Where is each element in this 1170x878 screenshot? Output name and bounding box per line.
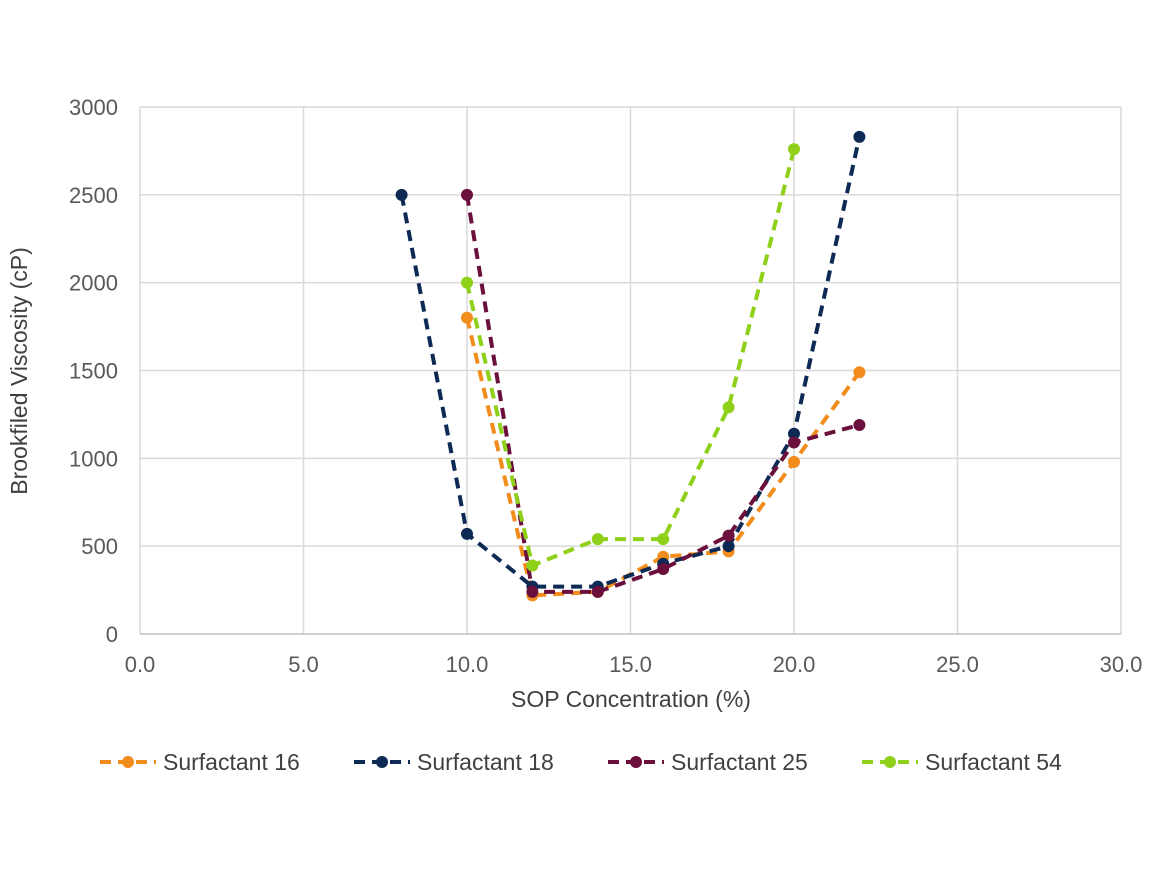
data-point <box>853 418 866 431</box>
y-tick-label: 0 <box>106 622 118 647</box>
series-line <box>399 136 862 589</box>
x-tick-label: 15.0 <box>609 652 652 677</box>
data-point <box>788 455 800 468</box>
y-tick-label: 500 <box>81 534 118 559</box>
data-point <box>591 585 604 598</box>
legend: Surfactant 16 Surfactant 18 Surfactant 25 S… <box>100 749 1062 775</box>
data-point <box>461 527 473 540</box>
legend-label: Surfactant 16 <box>163 749 300 775</box>
data-point <box>395 188 408 201</box>
data-point <box>853 130 866 143</box>
y-tick-label: 1500 <box>69 359 118 384</box>
data-point <box>591 533 604 546</box>
data-point <box>788 436 800 449</box>
data-point <box>657 563 670 576</box>
data-point <box>853 366 866 379</box>
data-point <box>461 311 473 324</box>
y-tick-label: 2000 <box>69 271 118 296</box>
legend-item: Surfactant 16 <box>100 749 300 775</box>
data-point <box>657 533 670 546</box>
legend-label: Surfactant 25 <box>671 749 808 775</box>
legend-label: Surfactant 54 <box>925 749 1062 775</box>
x-tick-label: 0.0 <box>125 652 156 677</box>
data-point <box>526 585 539 598</box>
y-tick-label: 3000 <box>69 95 118 120</box>
x-tick-label: 25.0 <box>936 652 979 677</box>
legend-swatch-marker <box>376 756 388 768</box>
x-tick-label: 30.0 <box>1100 652 1143 677</box>
legend-item: Surfactant 54 <box>862 749 1062 775</box>
series-line <box>465 148 796 568</box>
y-tick-label: 2500 <box>69 183 118 208</box>
y-tick-label: 1000 <box>69 446 118 471</box>
data-point <box>461 276 473 289</box>
legend-item: Surfactant 18 <box>354 749 554 775</box>
data-point <box>722 401 735 414</box>
data-point <box>722 540 735 553</box>
series-surfactant-54 <box>461 143 800 572</box>
data-point <box>461 188 473 201</box>
x-tick-label: 5.0 <box>288 652 319 677</box>
x-tick-label: 10.0 <box>446 652 489 677</box>
legend-label: Surfactant 18 <box>417 749 554 775</box>
series-surfactant-25 <box>461 188 866 598</box>
series-group <box>395 130 866 602</box>
data-point <box>526 559 539 572</box>
data-point <box>722 529 735 542</box>
data-point <box>788 143 800 156</box>
legend-item: Surfactant 25 <box>608 749 808 775</box>
x-axis-title: SOP Concentration (%) <box>511 686 751 712</box>
data-point <box>788 427 800 440</box>
gridlines <box>139 106 1122 634</box>
tick-labels: 0 500 1000 1500 2000 2500 3000 0.0 5.0 10.0 15.0 20… <box>69 95 1142 677</box>
y-axis-title: Brookfiled Viscosity (cP) <box>6 247 32 495</box>
legend-swatch-marker <box>122 756 134 768</box>
x-tick-label: 20.0 <box>773 652 816 677</box>
legend-swatch-marker <box>884 756 896 768</box>
legend-swatch-marker <box>630 756 642 768</box>
